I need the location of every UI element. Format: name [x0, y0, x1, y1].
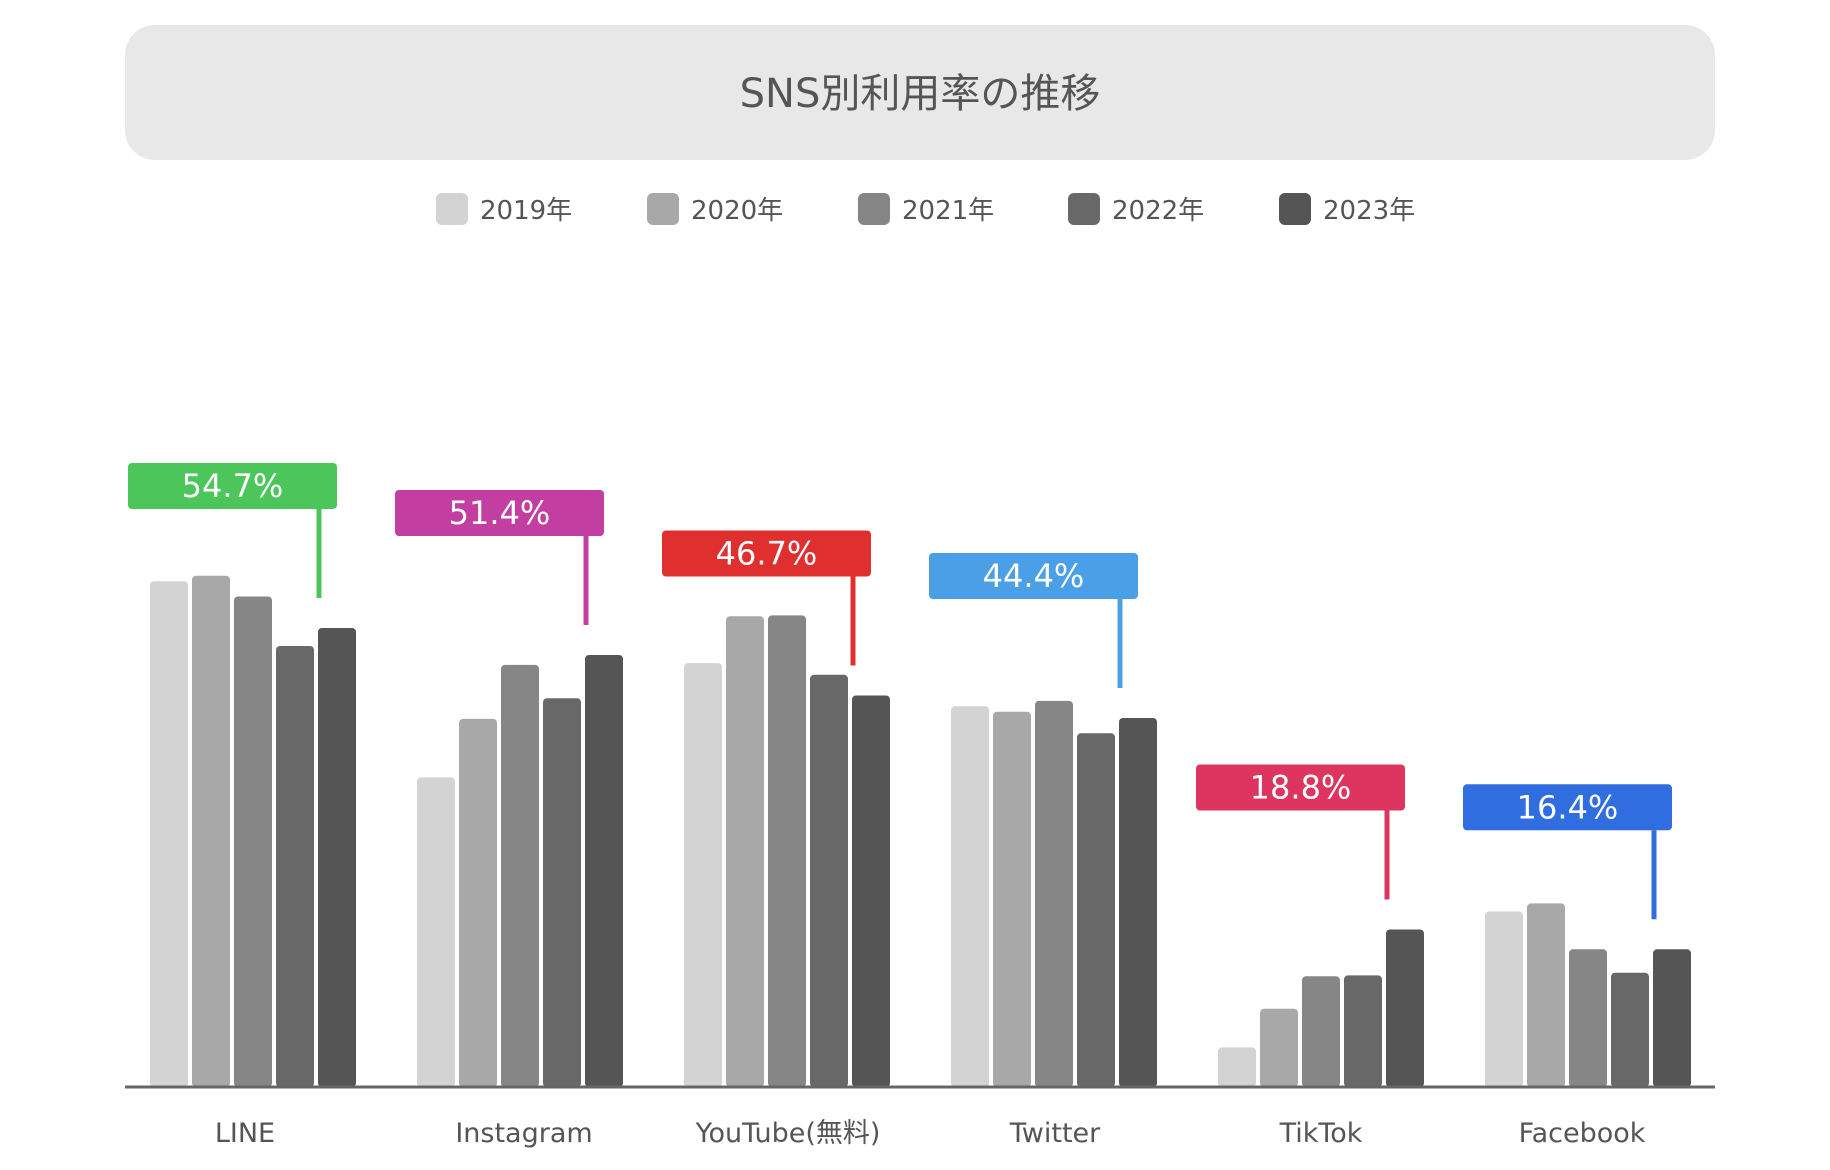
- bar-twitter-2: [1035, 700, 1073, 1087]
- bar-youtube-1: [726, 616, 764, 1087]
- bar-youtube-0: [684, 663, 722, 1087]
- bar-facebook-2: [1569, 949, 1607, 1087]
- callout-box-twitter: [929, 553, 1138, 599]
- bar-line-1: [192, 575, 230, 1087]
- callout-box-tiktok: [1196, 764, 1405, 811]
- callout-box-facebook: [1463, 784, 1672, 831]
- legend-swatch-2023-4: [1279, 193, 1311, 225]
- bar-youtube-2: [768, 615, 806, 1087]
- callout-label-twitter: 44.4%: [983, 557, 1085, 595]
- bar-instagram-4: [585, 655, 623, 1087]
- bar-youtube-4: [852, 695, 890, 1087]
- callout-label-youtube: 46.7%: [716, 535, 818, 573]
- bar-instagram-3: [543, 698, 581, 1087]
- callout-box-youtube: [662, 530, 871, 577]
- bar-instagram-1: [459, 718, 497, 1087]
- bar-instagram-2: [501, 664, 539, 1087]
- category-label-1: Instagram: [455, 1118, 592, 1149]
- callout-label-line: 54.7%: [182, 467, 284, 505]
- bar-tiktok-0: [1218, 1047, 1256, 1087]
- bar-tiktok-2: [1302, 976, 1340, 1087]
- bar-line-3: [276, 646, 314, 1087]
- bar-line-0: [150, 581, 188, 1087]
- callout-label-instagram: 51.4%: [449, 494, 551, 532]
- category-label-0: LINE: [215, 1118, 275, 1149]
- category-labels: LINE Instagram YouTube(無料) Twitter TikTok Fac…: [215, 1118, 1646, 1149]
- bars-group: [150, 575, 1691, 1087]
- legend-label-2: 2021年: [902, 196, 994, 226]
- category-label-5: Facebook: [1519, 1118, 1646, 1149]
- legend-label-4: 2023年: [1323, 196, 1415, 226]
- category-label-3: Twitter: [1009, 1118, 1101, 1149]
- bar-facebook-0: [1485, 911, 1523, 1087]
- bar-facebook-4: [1653, 949, 1691, 1087]
- category-label-4: TikTok: [1279, 1118, 1363, 1149]
- callout-box-instagram: [395, 490, 604, 536]
- legend-label-3: 2022年: [1112, 196, 1204, 226]
- bar-twitter-4: [1119, 718, 1157, 1087]
- bar-instagram-0: [417, 777, 455, 1087]
- bar-twitter-1: [993, 711, 1031, 1087]
- bar-tiktok-1: [1260, 1008, 1298, 1087]
- bar-tiktok-4: [1386, 929, 1424, 1087]
- bar-facebook-3: [1611, 972, 1649, 1087]
- bar-facebook-1: [1527, 903, 1565, 1087]
- legend-swatch-2020-1: [647, 193, 679, 225]
- legend-swatch-2019-0: [436, 193, 468, 225]
- legend-swatch-2021-2: [858, 193, 890, 225]
- callout-box-line: [128, 463, 337, 509]
- bar-youtube-3: [810, 674, 848, 1087]
- legend-label-0: 2019年: [480, 196, 572, 226]
- bar-twitter-0: [951, 706, 989, 1087]
- bar-line-2: [234, 596, 272, 1087]
- callout-label-tiktok: 18.8%: [1250, 769, 1352, 807]
- callouts-group: 54.7% 51.4% 46.7% 44.4% 18.8% 16.4%: [128, 463, 1672, 920]
- legend-swatch-2022-3: [1068, 193, 1100, 225]
- bar-tiktok-3: [1344, 975, 1382, 1087]
- bar-line-4: [318, 628, 356, 1087]
- title-banner: [125, 25, 1715, 160]
- legend: 2019年 2020年 2021年 2022年 2023年: [436, 193, 1415, 226]
- legend-label-1: 2020年: [691, 196, 783, 226]
- category-label-2: YouTube(無料): [695, 1118, 881, 1149]
- callout-label-facebook: 16.4%: [1517, 788, 1619, 826]
- chart-title: SNS別利用率の推移: [740, 71, 1101, 117]
- bar-twitter-3: [1077, 733, 1115, 1087]
